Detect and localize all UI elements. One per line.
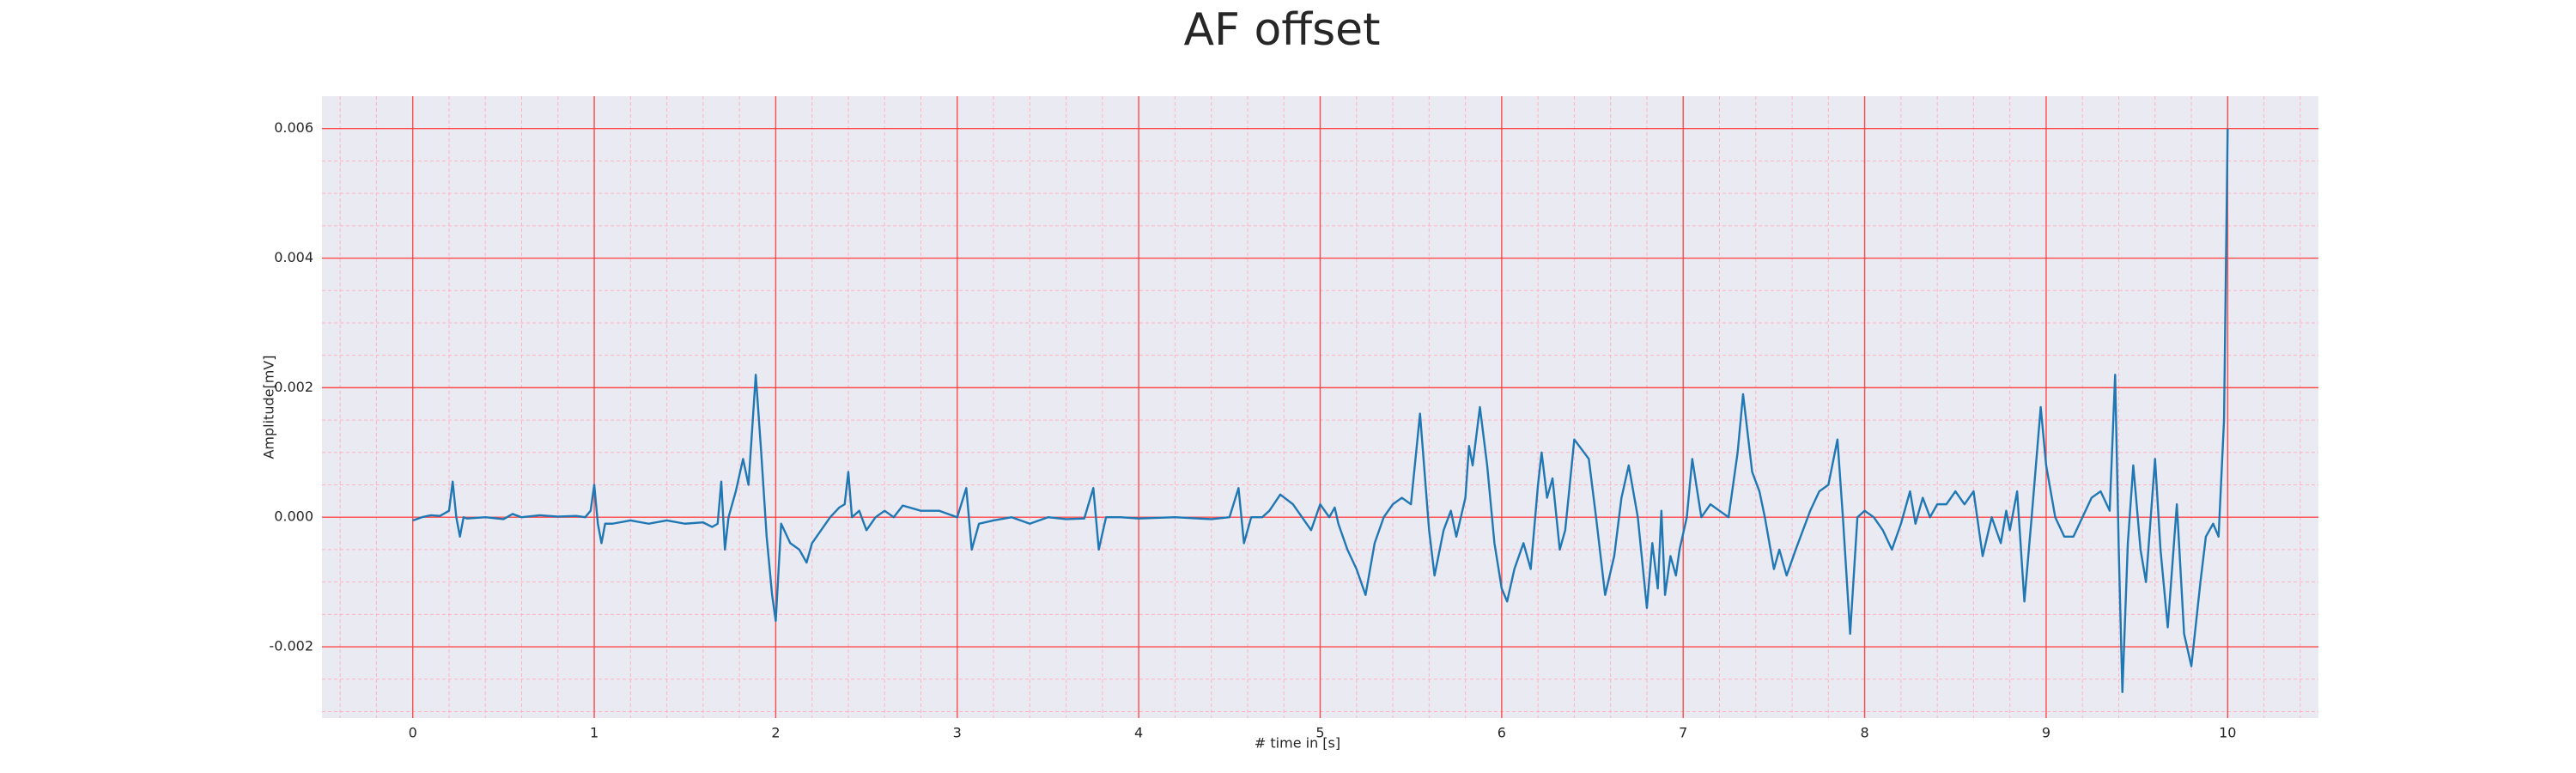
y-tick-label: 0.006 [274,119,313,136]
data-line [412,128,2229,694]
chart-title: AF offset [1183,4,1380,56]
x-tick-label: 7 [1679,725,1687,741]
x-tick-label: 1 [590,725,598,741]
x-tick-label: 2 [771,725,780,741]
x-tick-label: 4 [1134,725,1143,741]
y-tick-label: 0.004 [274,249,313,265]
x-tick-label: 9 [2042,725,2050,741]
x-tick-label: 6 [1498,725,1506,741]
y-tick-label: 0.000 [274,508,313,525]
x-axis-label: # time in [s] [1255,735,1340,752]
x-tick-label: 0 [409,725,417,741]
y-tick-label: 0.002 [274,379,313,395]
y-axis-label: Amplitude[mV] [261,355,277,459]
x-tick-label: 3 [953,725,962,741]
x-tick-label: 5 [1315,725,1324,741]
x-tick-label: 8 [1860,725,1868,741]
x-tick-label: 10 [2219,725,2236,741]
y-tick-label: -0.002 [269,638,313,654]
